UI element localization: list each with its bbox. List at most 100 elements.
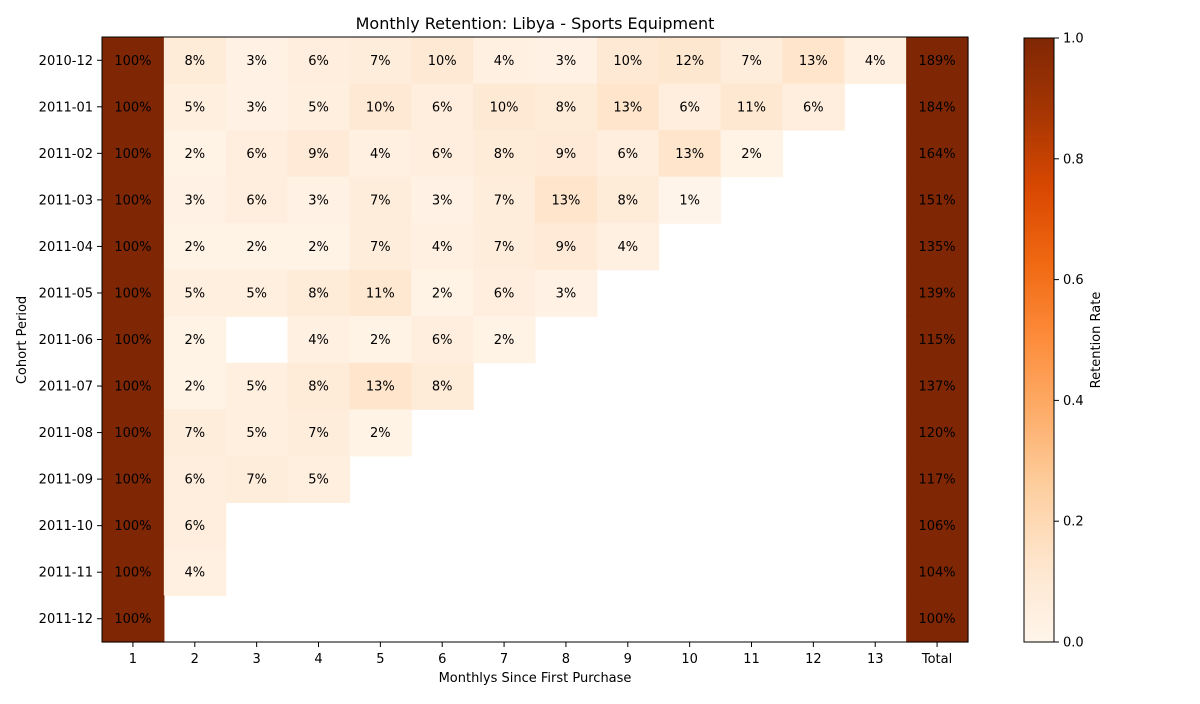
cell-value-label: 6% (184, 473, 205, 488)
cell-value-label: 100% (114, 54, 151, 69)
cell-value-label: 100% (114, 519, 151, 534)
cell-value-label: 3% (432, 193, 453, 208)
cell-value-label: 4% (370, 147, 391, 162)
heatmap-cell (535, 130, 598, 178)
cell-value-label: 5% (308, 100, 329, 115)
cell-value-label: 10% (613, 54, 642, 69)
y-tick-label: 2011-09 (39, 473, 93, 488)
heatmap-cell (163, 37, 227, 85)
cell-value-label: 5% (246, 380, 267, 395)
cell-value-label: 6% (679, 100, 700, 115)
heatmap-cell (658, 37, 722, 85)
y-tick-label: 2011-06 (39, 333, 93, 348)
heatmap-cell (102, 362, 165, 410)
x-axis-label: Monthlys Since First Purchase (439, 671, 632, 686)
x-tick-label: 8 (562, 652, 570, 667)
heatmap-cell (906, 176, 969, 224)
heatmap-cell (906, 83, 969, 131)
heatmap-cell (287, 269, 351, 317)
heatmap-cell (287, 130, 351, 178)
cell-value-label: 13% (799, 54, 828, 69)
heatmap-cell (163, 316, 227, 364)
cell-value-label: 100% (114, 566, 151, 581)
cell-value-label: 7% (370, 54, 391, 69)
cell-value-label: 189% (918, 54, 955, 69)
heatmap-cell (411, 176, 474, 224)
heatmap-cell (163, 130, 227, 178)
heatmap-cell (658, 83, 722, 131)
cell-value-label: 5% (246, 426, 267, 441)
heatmap-cell (906, 269, 969, 317)
heatmap-cell (287, 455, 351, 503)
cell-value-label: 3% (556, 54, 577, 69)
heatmap-cell (349, 130, 412, 178)
cell-value-label: 2% (494, 333, 515, 348)
heatmap-cell (473, 83, 536, 131)
heatmap-cell (225, 409, 289, 457)
x-tick-label: 12 (805, 652, 822, 667)
cell-value-label: 3% (246, 54, 267, 69)
cell-value-label: 120% (918, 426, 955, 441)
heatmap-cell (163, 223, 227, 271)
colorbar-tick-label: 0.0 (1063, 636, 1084, 651)
cell-value-label: 11% (737, 100, 766, 115)
cell-value-label: 117% (918, 473, 955, 488)
chart-title: Monthly Retention: Libya - Sports Equipm… (356, 14, 715, 33)
heatmap-cell (658, 176, 722, 224)
heatmap-cell (906, 316, 969, 364)
x-tick-label: 13 (867, 652, 884, 667)
y-axis-label: Cohort Period (15, 296, 30, 384)
heatmap-cell (906, 130, 969, 178)
heatmap-cell (782, 83, 845, 131)
heatmap-cell (473, 223, 536, 271)
cell-value-label: 7% (246, 473, 267, 488)
heatmap-cell (102, 455, 165, 503)
heatmap-cell (782, 37, 845, 85)
heatmap-cell (287, 409, 351, 457)
y-tick-label: 2011-07 (39, 380, 93, 395)
heatmap-cell (225, 37, 289, 85)
cell-value-label: 3% (556, 286, 577, 301)
cell-value-label: 8% (494, 147, 515, 162)
y-tick-label: 2011-05 (39, 286, 93, 301)
heatmap-cell (102, 223, 165, 271)
x-tick-label: 6 (438, 652, 446, 667)
heatmap-cell (349, 37, 412, 85)
heatmap-cell (411, 316, 474, 364)
heatmap-cell (473, 269, 536, 317)
cell-value-label: 9% (308, 147, 329, 162)
x-tick-label: 2 (191, 652, 199, 667)
heatmap-cell (596, 223, 660, 271)
heatmap-cell (287, 37, 351, 85)
heatmap-cells (102, 37, 969, 643)
heatmap-cell-labels: 100% 8% 3% 6% 7% 10% 4% 3% 10% 12% 7% 13% 4% 189% 100%… (114, 54, 955, 627)
cell-value-label: 4% (308, 333, 329, 348)
heatmap-cell (473, 176, 536, 224)
cell-value-label: 8% (308, 380, 329, 395)
heatmap-cell (225, 130, 289, 178)
cell-value-label: 4% (432, 240, 453, 255)
cell-value-label: 5% (184, 286, 205, 301)
heatmap-cell (596, 130, 660, 178)
cell-value-label: 8% (432, 380, 453, 395)
colorbar-tick-label: 0.8 (1063, 152, 1084, 167)
heatmap-cell (163, 269, 227, 317)
cell-value-label: 8% (184, 54, 205, 69)
heatmap-cell (844, 37, 907, 85)
heatmap-cell (349, 409, 412, 457)
cell-value-label: 100% (114, 240, 151, 255)
cell-value-label: 2% (184, 380, 205, 395)
cell-value-label: 2% (246, 240, 267, 255)
heatmap-cell (102, 502, 165, 550)
x-tick-label: 4 (314, 652, 322, 667)
cell-value-label: 100% (114, 286, 151, 301)
cell-value-label: 6% (432, 100, 453, 115)
cell-value-label: 2% (370, 333, 391, 348)
cell-value-label: 151% (918, 193, 955, 208)
cell-value-label: 100% (114, 147, 151, 162)
heatmap-cell (287, 176, 351, 224)
cell-value-label: 6% (494, 286, 515, 301)
cell-value-label: 184% (918, 100, 955, 115)
cell-value-label: 6% (246, 193, 267, 208)
